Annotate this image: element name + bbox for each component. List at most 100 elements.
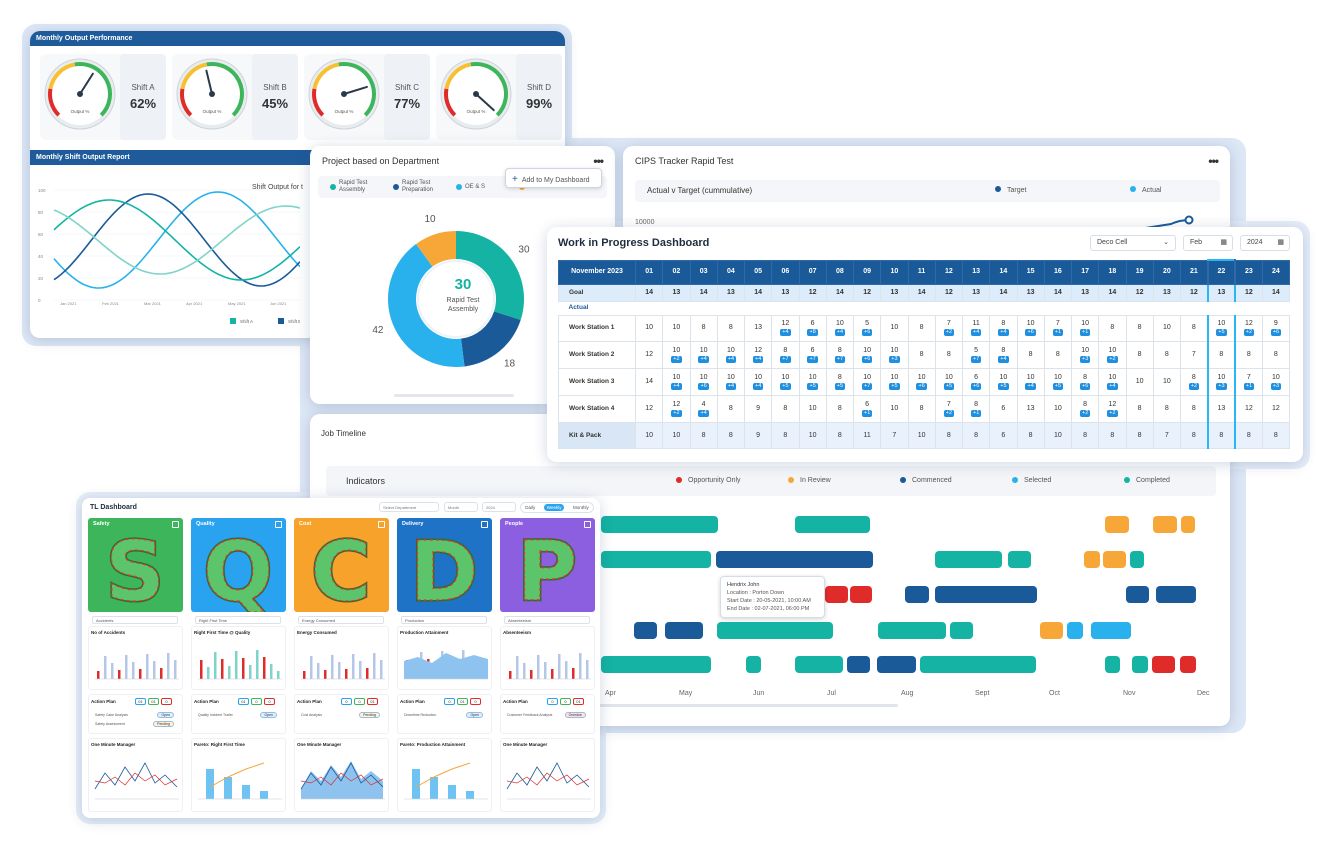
timeline-bar[interactable] — [1152, 656, 1175, 673]
plan-item[interactable]: Safety Assessment — [95, 722, 125, 726]
timeline-bar[interactable] — [634, 622, 657, 639]
day-header[interactable]: 19 — [1125, 259, 1154, 285]
timeline-bar[interactable] — [935, 551, 1002, 568]
timeline-bar[interactable] — [1132, 656, 1148, 673]
expand-icon[interactable] — [584, 521, 591, 528]
timeline-bar[interactable] — [1153, 516, 1177, 533]
day-header[interactable]: 14 — [989, 259, 1018, 285]
timeline-bar[interactable] — [1105, 656, 1120, 673]
timeline-bar[interactable] — [1105, 516, 1129, 533]
timeline-bar[interactable] — [1126, 586, 1149, 603]
add-to-dashboard-button[interactable]: + Add to My Dashboard — [505, 168, 602, 188]
day-header[interactable]: 01 — [634, 259, 664, 285]
timeline-bar[interactable] — [850, 586, 872, 603]
timeline-bar[interactable] — [795, 516, 870, 533]
timeline-bar[interactable] — [1084, 551, 1100, 568]
timeline-bar[interactable] — [1103, 551, 1126, 568]
period-toggle[interactable]: Daily Weekly Monthly — [520, 502, 594, 513]
expand-icon[interactable] — [172, 521, 179, 528]
day-header[interactable]: 23 — [1234, 259, 1263, 285]
timeline-bar[interactable] — [601, 551, 711, 568]
donut-slice — [416, 231, 456, 267]
day-header[interactable]: 13 — [961, 259, 991, 285]
timeline-bar[interactable] — [1091, 622, 1131, 639]
tab-weekly[interactable]: Weekly — [543, 504, 565, 511]
timeline-bar[interactable] — [905, 586, 929, 603]
day-header[interactable]: 16 — [1043, 259, 1073, 285]
donut-slice — [387, 243, 465, 367]
timeline-bar[interactable] — [601, 656, 711, 673]
timeline-bar[interactable] — [1130, 551, 1144, 568]
day-header[interactable]: 17 — [1070, 259, 1100, 285]
metric-select[interactable]: Energy Consumed — [298, 616, 384, 624]
year-select[interactable]: 2024 ▦ — [1240, 235, 1290, 251]
metric-select[interactable]: Production — [401, 616, 487, 624]
month-select[interactable]: Feb ▦ — [1183, 235, 1233, 251]
timeline-bar[interactable] — [717, 622, 833, 639]
timeline-bar[interactable] — [1180, 656, 1196, 673]
day-header[interactable]: 05 — [743, 259, 773, 285]
day-header[interactable]: 15 — [1016, 259, 1045, 285]
timeline-bar[interactable] — [877, 656, 916, 673]
timeline-bar[interactable] — [1008, 551, 1031, 568]
project-menu-icon[interactable]: ••• — [593, 154, 604, 168]
day-header[interactable]: 18 — [1098, 259, 1127, 285]
plan-item[interactable]: Safety Cake Analysis — [95, 713, 128, 717]
timeline-bar[interactable] — [847, 656, 870, 673]
day-header[interactable]: 11 — [907, 259, 936, 285]
department-select[interactable]: Select Department — [379, 502, 439, 512]
timeline-scrollbar[interactable] — [598, 704, 898, 707]
day-header[interactable]: 02 — [662, 259, 691, 285]
day-header[interactable]: 06 — [771, 259, 800, 285]
cips-menu-icon[interactable]: ••• — [1208, 154, 1219, 168]
timeline-bar[interactable] — [601, 516, 718, 533]
metric-select[interactable]: Right First Time — [195, 616, 281, 624]
metric-select[interactable]: Absenteeism — [504, 616, 590, 624]
day-header[interactable]: 09 — [852, 259, 882, 285]
timeline-bar[interactable] — [1181, 516, 1195, 533]
timeline-bar[interactable] — [878, 622, 946, 639]
day-header[interactable]: 20 — [1152, 259, 1182, 285]
timeline-bar[interactable] — [746, 656, 761, 673]
plan-item[interactable]: Downtime Reduction — [404, 713, 437, 717]
day-header[interactable]: 21 — [1179, 259, 1209, 285]
table-cell: 12 — [1234, 394, 1263, 423]
day-header[interactable]: 24 — [1261, 259, 1291, 285]
plan-item[interactable]: Cost Analysis — [301, 713, 323, 717]
sqcdp-tile-people[interactable]: People P P — [500, 518, 595, 612]
tab-monthly[interactable]: Monthly — [572, 505, 589, 510]
timeline-bar[interactable] — [716, 551, 873, 568]
project-scrollbar[interactable] — [394, 394, 514, 397]
timeline-bar[interactable] — [935, 586, 1037, 603]
timeline-bar[interactable] — [1040, 622, 1063, 639]
expand-icon[interactable] — [378, 521, 385, 528]
timeline-bar[interactable] — [950, 622, 973, 639]
sqcdp-tile-cost[interactable]: Cost C C — [294, 518, 389, 612]
timeline-bar[interactable] — [825, 586, 848, 603]
expand-icon[interactable] — [481, 521, 488, 528]
timeline-bar[interactable] — [665, 622, 703, 639]
plan-item[interactable]: Quality Incident Trailer — [198, 713, 233, 717]
delta-badge: +4 — [1025, 382, 1036, 390]
day-header[interactable]: 10 — [880, 259, 909, 285]
sqcdp-tile-delivery[interactable]: Delivery D D — [397, 518, 492, 612]
tl-year-select[interactable]: 2024 — [482, 502, 516, 512]
tl-month-select[interactable]: Month — [444, 502, 478, 512]
day-header[interactable]: 22 — [1206, 259, 1237, 285]
timeline-bar[interactable] — [795, 656, 843, 673]
day-header[interactable]: 12 — [934, 259, 964, 285]
sqcdp-tile-safety[interactable]: Safety S S — [88, 518, 183, 612]
timeline-bar[interactable] — [920, 656, 1036, 673]
timeline-bar[interactable] — [1156, 586, 1196, 603]
metric-select[interactable]: Accidents — [92, 616, 178, 624]
expand-icon[interactable] — [275, 521, 282, 528]
tab-daily[interactable]: Daily — [525, 505, 536, 510]
day-header[interactable]: 08 — [825, 259, 855, 285]
plan-item[interactable]: Customer Feedback Analysis — [507, 713, 553, 717]
sqcdp-tile-quality[interactable]: Quality Q Q — [191, 518, 286, 612]
cell-select[interactable]: Deco Cell ⌄ — [1090, 235, 1176, 251]
day-header[interactable]: 04 — [716, 259, 746, 285]
timeline-bar[interactable] — [1067, 622, 1083, 639]
day-header[interactable]: 03 — [689, 259, 718, 285]
day-header[interactable]: 07 — [798, 259, 827, 285]
